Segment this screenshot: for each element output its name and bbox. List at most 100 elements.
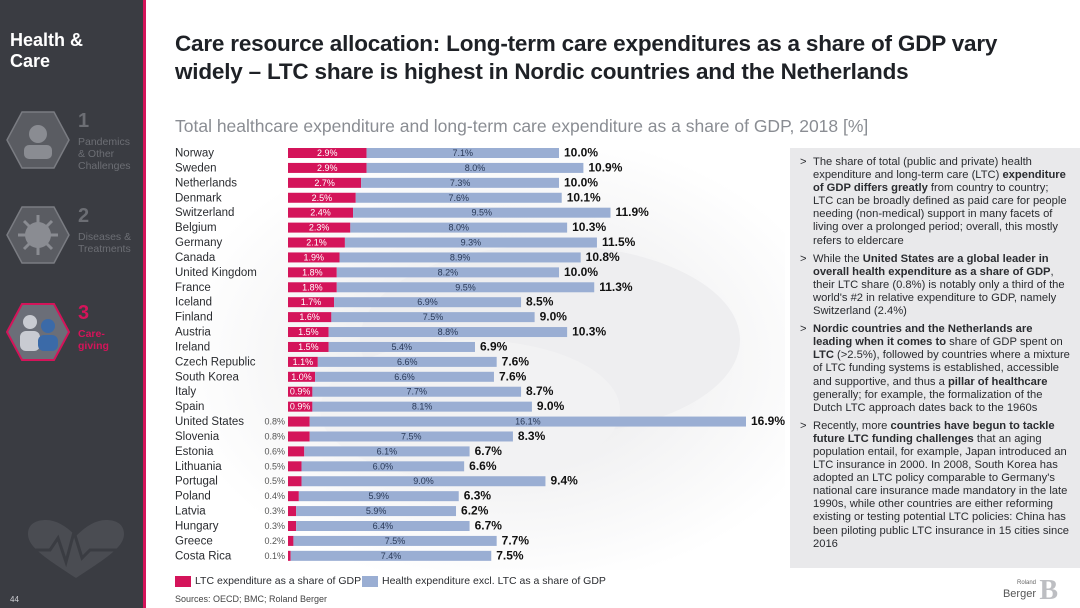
ltc-value-label: 0.3% [264, 506, 285, 516]
ltc-bar [288, 222, 351, 233]
health-bar [353, 207, 611, 218]
ltc-bar [288, 162, 367, 173]
ltc-value-label: 0.9% [290, 387, 311, 397]
total-value-label: 6.6% [469, 459, 497, 473]
chart-subtitle: Total healthcare expenditure and long-te… [175, 116, 869, 136]
health-value-label: 7.5% [401, 431, 422, 441]
total-value-label: 11.5% [602, 235, 636, 249]
health-value-label: 7.5% [423, 312, 444, 322]
country-label: Spain [175, 401, 204, 413]
health-bar [312, 401, 532, 412]
health-value-label: 16.1% [515, 417, 541, 427]
total-value-label: 9.0% [537, 399, 565, 413]
ltc-bar [288, 267, 337, 278]
country-label: Poland [175, 491, 211, 503]
ltc-value-label: 0.2% [264, 536, 285, 546]
country-label: Estonia [175, 446, 214, 458]
ltc-bar [288, 148, 367, 158]
health-value-label: 7.7% [406, 387, 427, 397]
country-label: Czech Republic [175, 356, 256, 368]
ltc-bar [288, 297, 335, 308]
total-value-label: 11.3% [599, 280, 633, 294]
caregiving-icon [6, 303, 70, 361]
health-bar [301, 476, 546, 487]
health-bar [290, 550, 492, 561]
total-value-label: 7.7% [502, 533, 530, 547]
health-value-label: 5.9% [366, 506, 387, 516]
ltc-bar [288, 327, 329, 338]
pandemic-icon [6, 111, 70, 169]
logo-mark: B [1039, 575, 1058, 606]
total-value-label: 6.7% [475, 519, 503, 533]
ltc-value-label: 2.4% [310, 208, 331, 218]
total-value-label: 7.5% [496, 548, 524, 562]
total-value-label: 8.5% [526, 295, 554, 309]
nav-item-pandemics[interactable]: 1 Pandemics & Other Challenges [6, 110, 141, 172]
health-value-label: 9.3% [461, 238, 482, 248]
ltc-bar [288, 550, 291, 561]
health-value-label: 6.6% [397, 357, 418, 367]
health-bar [328, 341, 475, 352]
health-bar [309, 431, 513, 442]
health-bar [336, 282, 595, 293]
health-value-label: 8.2% [438, 267, 459, 277]
ltc-bar [288, 192, 356, 203]
health-bar [304, 446, 470, 457]
country-label: Italy [175, 386, 196, 398]
health-bar [296, 521, 470, 531]
country-label: South Korea [175, 371, 240, 383]
health-bar [339, 252, 581, 263]
ltc-value-label: 2.7% [314, 178, 335, 188]
country-label: Portugal [175, 476, 218, 488]
ltc-bar [288, 446, 305, 457]
ltc-bar [288, 476, 302, 487]
total-value-label: 8.3% [518, 429, 546, 443]
health-bar [315, 371, 494, 382]
commentary-bullet-3: > Nordic countries and the Netherlands ar… [800, 323, 1070, 414]
health-value-label: 7.4% [381, 551, 402, 561]
total-value-label: 16.9% [751, 414, 785, 428]
health-value-label: 7.1% [453, 148, 474, 158]
ltc-value-label: 0.9% [290, 402, 311, 412]
country-label: Slovenia [175, 431, 220, 443]
nav-label: Care- giving [78, 328, 109, 352]
ltc-bar [288, 252, 340, 263]
health-value-label: 7.5% [385, 536, 406, 546]
nav-item-diseases[interactable]: 2 Diseases & Treatments [6, 205, 141, 265]
health-bar [344, 237, 597, 248]
ltc-bar [288, 431, 310, 442]
health-bar [301, 461, 465, 472]
country-label: Iceland [175, 297, 212, 309]
ltc-bar [288, 312, 332, 323]
ltc-value-label: 0.1% [264, 551, 285, 561]
health-bar [336, 267, 559, 278]
stacked-bar-chart: Norway 2.9% 7.1% 10.0% Sweden 2.9% 8.0% 10.9% Ne… [175, 146, 785, 562]
ltc-bar [288, 535, 294, 546]
commentary-panel: > The share of total (public and private)… [790, 148, 1080, 568]
commentary-bullet-1: > The share of total (public and private)… [800, 156, 1067, 247]
ltc-bar [288, 356, 318, 367]
ltc-value-label: 0.5% [264, 461, 285, 471]
health-bar [361, 177, 559, 188]
total-value-label: 9.4% [550, 474, 578, 488]
nav-item-caregiving[interactable]: 3 Care- giving [6, 302, 141, 362]
health-value-label: 7.3% [450, 178, 471, 188]
health-value-label: 9.5% [455, 282, 476, 292]
health-bar [334, 297, 522, 308]
health-value-label: 8.9% [450, 252, 471, 262]
ltc-value-label: 2.9% [317, 148, 338, 158]
ltc-bar [288, 521, 297, 531]
legend-swatch-ltc [175, 576, 191, 587]
health-bar [331, 312, 535, 323]
health-value-label: 6.0% [373, 461, 394, 471]
total-value-label: 6.9% [480, 339, 508, 353]
country-label: Germany [175, 237, 223, 249]
total-value-label: 6.3% [464, 489, 492, 503]
nav-label: Diseases & Treatments [78, 231, 132, 255]
health-value-label: 9.5% [472, 208, 493, 218]
health-value-label: 6.9% [417, 297, 438, 307]
country-label: Latvia [175, 506, 206, 518]
health-value-label: 5.9% [369, 491, 390, 501]
country-label: Hungary [175, 521, 219, 533]
ltc-value-label: 1.5% [298, 327, 319, 337]
